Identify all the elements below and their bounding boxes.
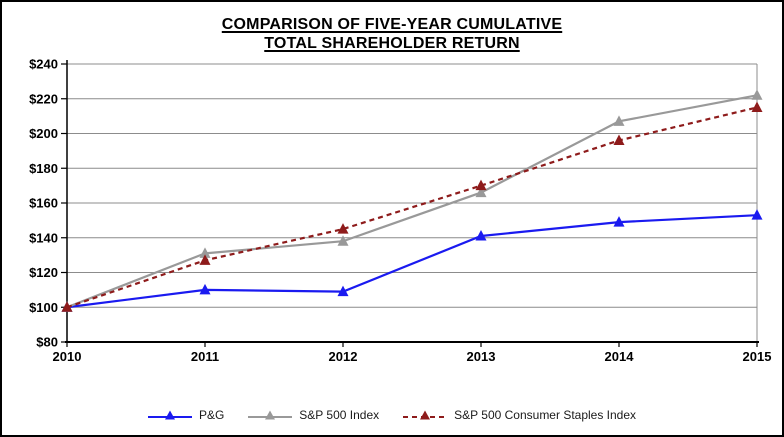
legend-marker-triangle-icon [164,410,175,419]
y-tick-label: $100 [29,300,58,315]
data-marker-triangle-icon [199,283,211,295]
x-tick-label: 2013 [467,349,496,364]
y-tick-label: $160 [29,196,58,211]
data-marker-triangle-icon [199,247,211,258]
x-tick-label: 2011 [191,349,219,364]
x-tick-label: 2010 [53,349,82,364]
data-marker-triangle-icon [613,134,625,145]
axes [65,60,759,343]
chart-title-line1: COMPARISON OF FIVE-YEAR CUMULATIVE [221,16,563,33]
series-p-g [61,209,763,312]
y-tick-labels: $80 $100 $120 $140 $160 $180 $200 $220 $240 [29,57,67,350]
legend-swatch-s-p-500-consumer-staples-index [403,410,448,419]
legend-label: P&G [198,408,225,422]
data-marker-triangle-icon [475,186,487,198]
data-marker-triangle-icon [337,223,349,234]
data-marker-triangle-icon [613,115,625,126]
legend-label: S&P 500 Consumer Staples Index [454,408,637,422]
x-tick-label: 2015 [743,349,772,364]
y-tick-label: $180 [29,161,58,176]
series-line-s-p-500-index [66,94,758,309]
legend-marker-triangle-icon [265,410,276,419]
data-marker-triangle-icon [751,101,763,112]
legend: P&G S&P 500 Index S&P 500 Consumer Staples… [2,404,782,426]
legend-label: S&P 500 Index [299,408,380,422]
series-line-s-p-500-consumer-staples-index [66,106,758,309]
series-line-p-g [66,214,758,309]
chart-title-line2: TOTAL SHAREHOLDER RETURN [264,35,520,52]
x-tick-labels: 2010 2011 2012 2013 2014 2015 [53,342,772,364]
y-tick-label: $120 [29,265,58,280]
data-marker-triangle-icon [751,209,763,220]
y-tick-label: $200 [29,126,58,141]
y-tick-label: $80 [36,335,58,350]
data-marker-triangle-icon [751,89,763,100]
legend-swatch-p-g [147,410,192,419]
y-tick-label: $220 [29,91,58,106]
y-tick-label: $140 [29,230,58,245]
data-marker-triangle-icon [613,216,625,227]
data-marker-triangle-icon [337,285,349,297]
legend-marker-triangle-icon [420,410,431,419]
series-s-p-500-consumer-staples-index [61,101,763,312]
legend-swatch-s-p-500-index [248,410,293,419]
y-tick-label: $240 [29,57,58,72]
legend-item-s-p-500-index: S&P 500 Index [248,408,379,422]
legend-item-s-p-500-consumer-staples-index: S&P 500 Consumer Staples Index [403,408,636,422]
chart-title: COMPARISON OF FIVE-YEAR CUMULATIVE TOTAL… [2,15,782,53]
legend-item-p-g: P&G [147,408,225,422]
data-marker-triangle-icon [61,301,73,312]
data-marker-triangle-icon [475,179,487,191]
y-gridlines [67,63,758,342]
data-marker-triangle-icon [199,254,211,265]
data-marker-triangle-icon [475,230,487,241]
series-s-p-500-index [61,89,763,312]
data-marker-triangle-icon [337,235,349,246]
x-tick-label: 2012 [329,349,358,364]
x-tick-label: 2014 [605,349,635,364]
